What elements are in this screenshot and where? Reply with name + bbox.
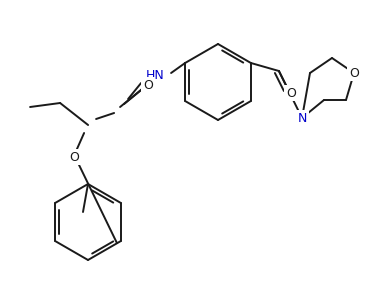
- Text: O: O: [349, 66, 359, 80]
- Text: HN: HN: [146, 69, 165, 81]
- Text: O: O: [286, 87, 296, 99]
- Text: O: O: [69, 151, 79, 163]
- Text: N: N: [297, 111, 307, 125]
- Text: O: O: [143, 79, 153, 91]
